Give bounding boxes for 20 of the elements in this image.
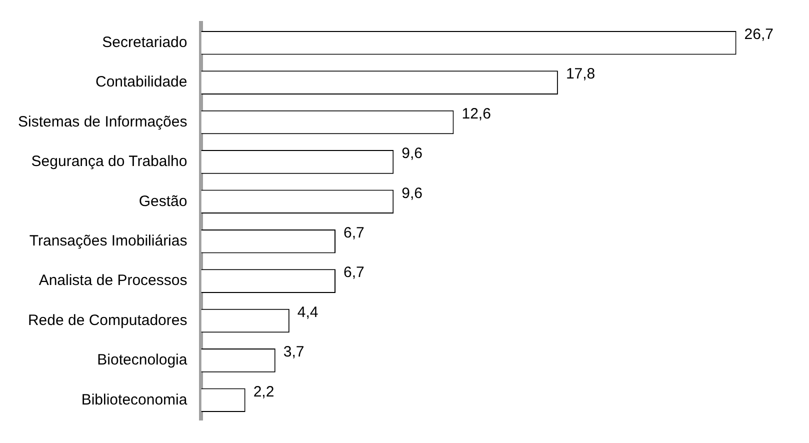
y-tick-label: Segurança do Trabalho — [31, 153, 188, 170]
data-label: 9,6 — [402, 184, 422, 202]
y-tick-label: Sistemas de Informações — [18, 113, 188, 130]
y-tick-label: Secretariado — [102, 34, 188, 51]
y-tick-label: Transações Imobiliárias — [29, 232, 188, 250]
y-tick-label: Biblioteconomia — [81, 391, 188, 408]
y-tick-label: Biotecnologia — [97, 352, 188, 369]
data-label: 9,6 — [402, 145, 422, 162]
data-label: 3,7 — [283, 344, 304, 361]
data-label: 12,6 — [462, 105, 491, 122]
data-label: 6,7 — [344, 224, 364, 242]
y-tick-label: Rede de Computadores — [28, 312, 188, 329]
y-tick-label: Analista de Processos — [38, 272, 188, 290]
y-tick-label: Gestão — [138, 192, 188, 210]
data-label: 2,2 — [253, 383, 274, 400]
y-tick-label: Contabilidade — [95, 74, 188, 91]
data-label: 6,7 — [344, 264, 364, 282]
data-label: 17,8 — [566, 66, 596, 83]
data-label: 26,7 — [744, 26, 774, 43]
data-label: 4,4 — [297, 304, 318, 321]
